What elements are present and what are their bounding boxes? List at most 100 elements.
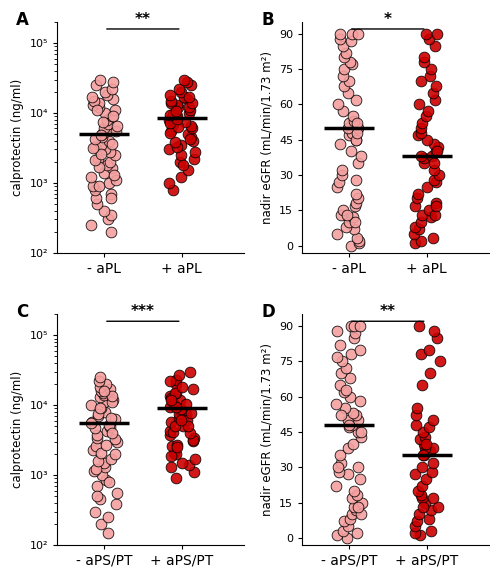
Point — [177, 87, 185, 97]
Point — [418, 119, 426, 128]
Point — [190, 467, 198, 477]
Point — [336, 140, 344, 149]
Point — [187, 122, 195, 131]
Point — [429, 416, 437, 425]
Point — [190, 147, 198, 156]
Point — [172, 107, 180, 116]
Point — [432, 210, 440, 219]
Point — [166, 451, 174, 460]
Point — [352, 199, 360, 208]
Point — [92, 441, 100, 450]
Point — [430, 166, 438, 175]
Point — [173, 100, 181, 109]
Point — [414, 486, 422, 496]
Point — [184, 166, 192, 175]
Text: A: A — [16, 10, 29, 28]
Point — [340, 387, 348, 397]
Point — [420, 57, 428, 67]
Point — [178, 383, 186, 392]
Point — [420, 439, 428, 448]
Point — [186, 367, 194, 376]
Point — [417, 491, 425, 500]
Point — [430, 326, 438, 335]
Point — [347, 321, 355, 331]
Point — [332, 182, 340, 191]
Point — [93, 433, 101, 442]
Point — [430, 159, 438, 168]
Point — [91, 156, 99, 165]
Point — [166, 391, 174, 401]
Point — [412, 516, 420, 526]
Point — [344, 522, 351, 531]
Point — [345, 420, 353, 430]
Point — [96, 404, 104, 413]
Text: B: B — [261, 10, 274, 28]
Point — [182, 399, 190, 408]
Point — [337, 210, 345, 219]
Point — [87, 173, 95, 182]
Point — [173, 442, 181, 452]
Point — [97, 519, 105, 529]
Point — [432, 201, 440, 210]
Point — [431, 41, 439, 50]
Point — [104, 119, 112, 129]
Point — [88, 92, 96, 101]
Point — [172, 402, 180, 412]
Point — [420, 53, 428, 62]
Point — [426, 368, 434, 378]
Point — [94, 154, 102, 163]
Point — [109, 395, 117, 404]
Point — [190, 154, 198, 163]
Point — [188, 436, 196, 445]
Point — [167, 394, 175, 403]
Point — [104, 215, 112, 224]
Point — [105, 178, 113, 188]
Point — [179, 422, 187, 431]
Point — [106, 147, 114, 156]
Point — [342, 364, 350, 373]
Point — [430, 175, 438, 184]
Point — [104, 512, 112, 522]
Point — [352, 119, 360, 128]
Point — [107, 227, 115, 236]
Point — [352, 411, 360, 420]
Point — [170, 389, 178, 398]
Point — [344, 470, 351, 479]
Point — [95, 102, 103, 112]
Point — [421, 432, 429, 441]
Point — [177, 415, 185, 424]
Point — [179, 160, 187, 170]
Point — [190, 455, 198, 464]
Point — [418, 380, 426, 390]
Point — [433, 147, 441, 156]
Point — [90, 143, 98, 152]
Point — [102, 440, 110, 449]
Point — [173, 112, 181, 121]
Point — [184, 77, 192, 86]
Point — [172, 380, 180, 389]
Point — [96, 383, 104, 392]
Point — [346, 392, 354, 401]
Point — [342, 385, 350, 394]
Point — [420, 154, 428, 163]
Point — [356, 239, 364, 248]
Point — [340, 516, 348, 526]
Point — [348, 29, 356, 38]
Point — [354, 123, 362, 133]
Point — [106, 423, 114, 432]
Point — [89, 445, 97, 455]
Point — [352, 505, 360, 514]
Point — [100, 390, 108, 400]
Point — [108, 112, 116, 121]
Point — [350, 503, 358, 512]
Point — [100, 386, 108, 395]
Point — [185, 460, 193, 470]
Point — [356, 345, 364, 354]
Point — [166, 426, 174, 435]
Y-axis label: calprotectin (ng/ml): calprotectin (ng/ml) — [11, 371, 24, 488]
Point — [103, 126, 111, 135]
Point — [349, 212, 357, 222]
Point — [99, 117, 107, 126]
Point — [110, 170, 118, 179]
Point — [88, 401, 96, 410]
